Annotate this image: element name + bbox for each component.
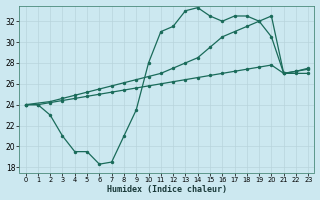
X-axis label: Humidex (Indice chaleur): Humidex (Indice chaleur) [107,185,227,194]
